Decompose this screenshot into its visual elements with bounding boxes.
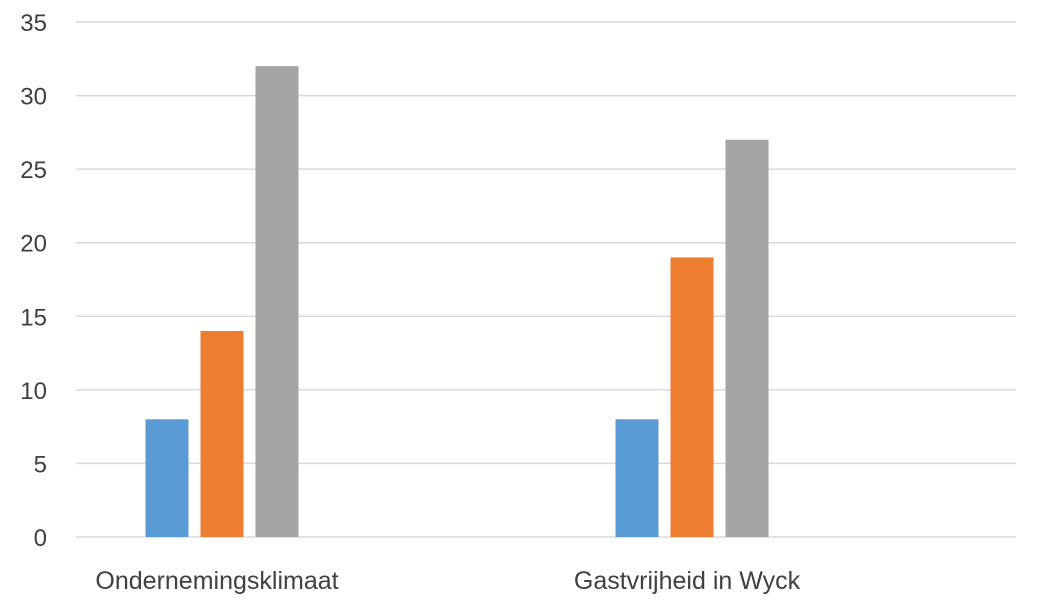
x-axis-category-labels: Ondernemingsklimaat Gastvrijheid in Wyck [95, 567, 800, 595]
bar-series-2-category-2 [670, 257, 714, 537]
bar-series-1-category-1 [145, 419, 189, 537]
y-tick-label: 25 [20, 157, 47, 184]
bars [145, 66, 769, 538]
bar-series-2-category-1 [200, 331, 244, 537]
bar-series-3-category-2 [725, 139, 769, 537]
x-category-label: Gastvrijheid in Wyck [574, 567, 801, 595]
y-axis-tick-labels: 0 5 10 15 20 25 30 35 [20, 10, 47, 552]
y-tick-label: 35 [20, 10, 47, 37]
y-tick-label: 15 [20, 304, 47, 331]
bar-series-1-category-2 [615, 419, 659, 537]
x-category-label: Ondernemingsklimaat [95, 567, 338, 595]
y-tick-label: 30 [20, 84, 47, 111]
y-tick-label: 20 [20, 231, 47, 258]
y-tick-label: 0 [34, 525, 47, 552]
bar-series-3-category-1 [255, 66, 299, 538]
y-tick-label: 5 [34, 451, 47, 478]
y-tick-label: 10 [20, 378, 47, 405]
